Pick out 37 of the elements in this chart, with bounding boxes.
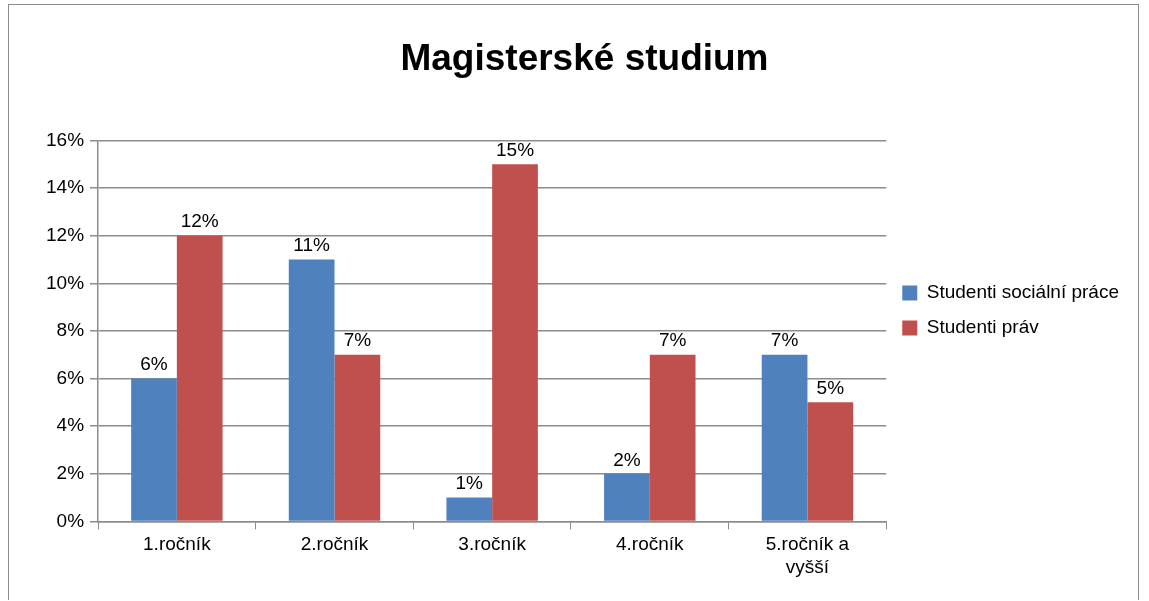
x-tick-label: 3.ročník <box>458 533 527 555</box>
y-tick-label: 16% <box>46 128 85 150</box>
bar <box>334 354 381 521</box>
x-tick-label: 5.ročník a vyšší <box>765 533 850 577</box>
data-label: 11% <box>293 234 331 256</box>
data-label: 5% <box>816 377 845 399</box>
data-label: 2% <box>613 448 641 470</box>
legend-label: Studenti sociální práce <box>926 281 1120 303</box>
bar <box>604 473 650 521</box>
data-label: 12% <box>180 210 219 232</box>
data-label: 6% <box>140 353 168 375</box>
bar <box>288 259 335 521</box>
y-tick-label: 6% <box>56 366 85 388</box>
x-tick-label: 1.ročník <box>143 533 212 555</box>
x-tick-label: 2.ročník <box>300 533 369 555</box>
legend-label: Studenti práv <box>926 316 1040 338</box>
bar <box>131 378 177 521</box>
bar <box>176 235 223 521</box>
bar <box>649 354 696 521</box>
data-label: 1% <box>455 472 484 494</box>
y-tick-label: 0% <box>56 509 85 531</box>
y-tick-label: 2% <box>56 462 85 484</box>
y-tick-label: 8% <box>56 319 85 341</box>
bar <box>761 354 808 521</box>
bar <box>807 402 854 521</box>
chart-title: Magisterské studium <box>400 37 769 79</box>
y-tick-label: 10% <box>46 271 85 293</box>
x-tick-label: 4.ročník <box>616 533 685 555</box>
bar <box>492 164 538 521</box>
y-tick-label: 14% <box>46 176 85 198</box>
data-label: 7% <box>343 329 372 351</box>
bar <box>446 497 493 521</box>
data-label: 15% <box>495 138 535 160</box>
data-label: 7% <box>658 329 687 351</box>
data-label: 7% <box>770 329 799 351</box>
y-tick-label: 4% <box>56 414 85 436</box>
y-tick-label: 12% <box>46 223 85 245</box>
